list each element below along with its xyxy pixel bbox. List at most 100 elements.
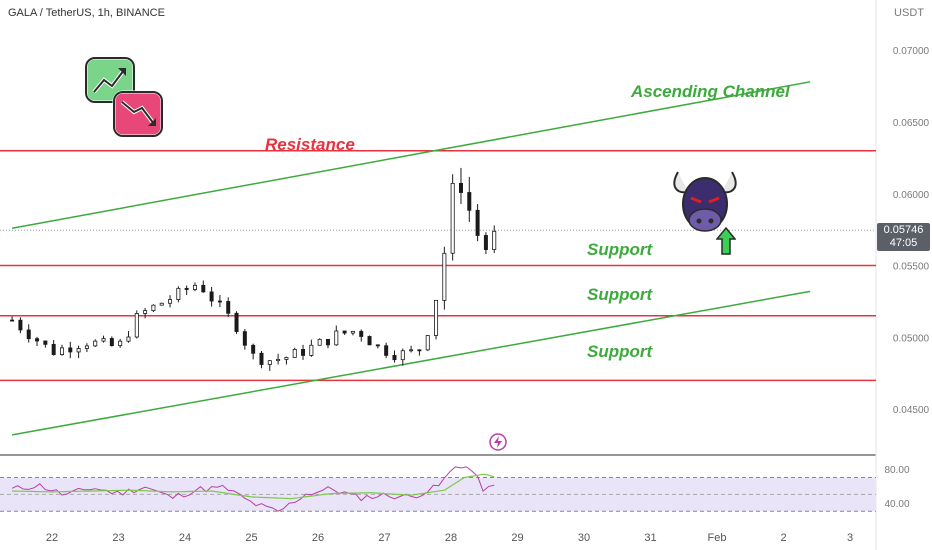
lightning-event-icon[interactable] — [489, 433, 507, 451]
candle — [317, 338, 322, 346]
candle-body — [251, 344, 256, 354]
candle-body — [176, 287, 181, 300]
candle — [192, 282, 197, 292]
candle-body — [209, 291, 214, 302]
candle — [43, 340, 48, 348]
candle — [59, 344, 64, 356]
candle — [84, 343, 89, 353]
candle — [301, 344, 306, 360]
candle-body — [267, 360, 272, 365]
candle — [10, 316, 15, 322]
candle-body — [159, 302, 164, 306]
candle-body — [234, 312, 239, 333]
candle — [492, 225, 497, 254]
candle — [475, 204, 480, 242]
candle-body — [375, 344, 380, 347]
candle — [392, 350, 397, 363]
candle — [442, 246, 447, 310]
candle-body — [434, 299, 439, 336]
candle — [26, 324, 31, 343]
x-tick-label: Feb — [708, 532, 727, 544]
candle-body — [325, 338, 330, 346]
candle-body — [425, 335, 430, 351]
trend-up-down-sticker-icon — [84, 56, 164, 138]
candle — [201, 280, 206, 293]
candle-body — [201, 284, 206, 293]
candle — [267, 360, 272, 371]
candle — [251, 343, 256, 360]
candle-body — [350, 330, 355, 334]
y-tick-label: 0.06500 — [893, 118, 930, 129]
candle-body — [101, 338, 106, 342]
y-tick-label: 0.05000 — [893, 333, 930, 344]
candle-body — [93, 340, 98, 347]
candle-body — [292, 349, 297, 358]
candle-body — [409, 349, 414, 352]
candle-body — [276, 358, 281, 362]
candle-body — [475, 209, 480, 236]
x-tick-label: 22 — [46, 532, 58, 544]
candle — [68, 341, 73, 359]
rsi-tick-label: 40.00 — [884, 499, 909, 510]
candle — [76, 345, 81, 359]
rsi-line — [11, 466, 495, 512]
candle-body — [184, 287, 189, 290]
candle — [209, 286, 214, 307]
channel-lower-line — [11, 290, 811, 436]
candle — [35, 336, 40, 347]
candle-body — [84, 345, 89, 349]
channel-upper-line — [11, 81, 811, 229]
candle — [109, 336, 114, 347]
x-tick-label: 2 — [780, 532, 786, 544]
candle — [467, 176, 472, 222]
candle-body — [301, 349, 306, 356]
candle-body — [118, 340, 123, 346]
candle — [292, 347, 297, 358]
candle-body — [367, 336, 372, 346]
green-up-arrow-icon — [716, 226, 736, 255]
candle-body — [51, 343, 56, 355]
candle — [134, 310, 139, 339]
candle-body — [392, 354, 397, 361]
rsi-ma-line — [12, 473, 495, 500]
candle — [176, 286, 181, 303]
candle-body — [68, 347, 73, 353]
candle — [51, 340, 56, 356]
candle — [417, 349, 422, 356]
candle-body — [334, 330, 339, 346]
candle — [93, 339, 98, 348]
candle — [309, 339, 314, 357]
candle — [384, 342, 389, 359]
candle-body — [483, 235, 488, 250]
candle-body — [450, 182, 455, 254]
candle-body — [18, 319, 23, 331]
y-tick-label: 0.06000 — [893, 190, 930, 201]
candle-body — [143, 310, 148, 314]
last-price-value: 0.05746 — [883, 224, 924, 236]
candle — [242, 329, 247, 350]
resistance-label: Resistance — [265, 135, 355, 154]
candle-body — [109, 338, 114, 346]
candle-body — [168, 299, 173, 304]
candle — [151, 304, 156, 313]
candle — [458, 167, 463, 204]
candle-body — [59, 347, 64, 355]
candle — [325, 338, 330, 349]
y-tick-label: 0.07000 — [893, 46, 930, 57]
candle-body — [384, 345, 389, 356]
candle — [143, 308, 148, 319]
candle-body — [442, 252, 447, 301]
candle-body — [126, 336, 131, 342]
candle-body — [458, 182, 463, 193]
candle-body — [284, 357, 289, 360]
candle — [450, 174, 455, 261]
candle-body — [26, 329, 31, 340]
bull-head-icon — [673, 171, 737, 232]
candle — [334, 325, 339, 346]
candle — [276, 353, 281, 365]
x-tick-label: 30 — [578, 532, 590, 544]
candle-body — [10, 319, 15, 322]
rsi-tick-label: 80.00 — [884, 465, 909, 476]
x-tick-label: 23 — [112, 532, 124, 544]
